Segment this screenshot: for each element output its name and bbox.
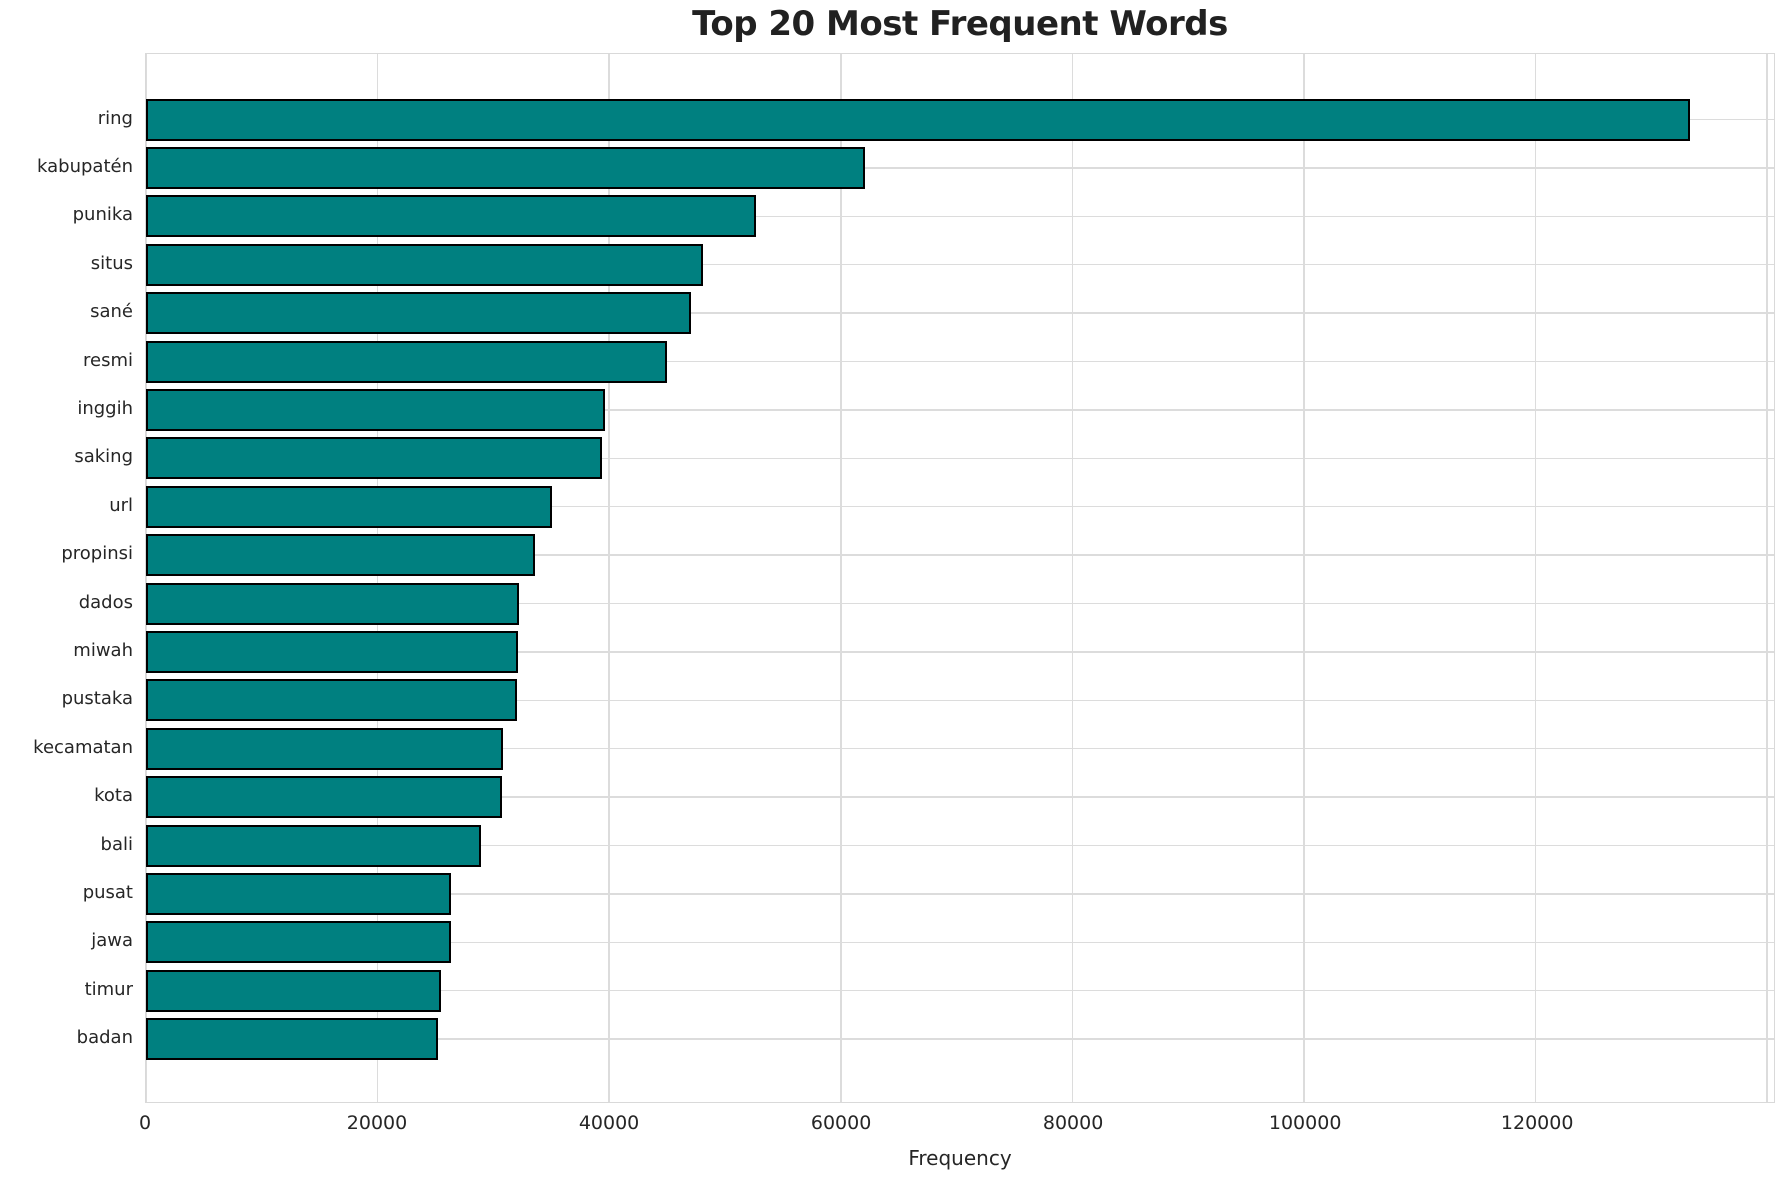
bar-dados — [146, 582, 520, 625]
y-gridline — [146, 215, 1774, 218]
y-tick-label: jawa — [91, 930, 133, 952]
y-tick-label: punika — [72, 204, 133, 226]
bar-resmi — [146, 340, 668, 383]
x-gridline — [1766, 54, 1768, 1102]
bar-badan — [146, 1018, 438, 1061]
x-gridline — [608, 54, 610, 1102]
x-axis-title: Frequency — [908, 1146, 1012, 1170]
y-tick-label: url — [109, 494, 133, 516]
bar-ring — [146, 98, 1690, 141]
bar-saking — [146, 437, 603, 480]
y-gridline — [146, 893, 1774, 895]
x-gridline — [840, 54, 842, 1102]
y-tick-label: sané — [90, 301, 133, 323]
y-tick-label: saking — [74, 446, 133, 468]
bar-sané — [146, 292, 692, 335]
x-tick-label: 60000 — [810, 1112, 872, 1134]
x-tick-label: 20000 — [346, 1112, 408, 1134]
x-tick-label: 80000 — [1042, 1112, 1104, 1134]
bar-timur — [146, 969, 441, 1012]
y-tick-label: inggih — [77, 397, 133, 419]
bar-inggih — [146, 388, 606, 431]
y-gridline — [146, 457, 1774, 460]
y-tick-label: pusat — [82, 881, 133, 903]
x-gridline — [376, 54, 379, 1102]
bar-miwah — [146, 630, 518, 673]
y-gridline — [146, 505, 1774, 508]
y-tick-label: timur — [84, 978, 133, 1000]
bar-propinsi — [146, 534, 535, 577]
y-tick-label: situs — [90, 252, 133, 274]
y-gridline — [146, 747, 1774, 750]
y-tick-label: bali — [100, 833, 133, 855]
y-gridline — [146, 844, 1774, 847]
chart-title: Top 20 Most Frequent Words — [692, 4, 1228, 44]
x-gridline — [1534, 54, 1537, 1102]
y-tick-label: kota — [94, 785, 133, 807]
y-gridline — [146, 651, 1774, 653]
x-gridline — [1303, 54, 1305, 1102]
y-tick-label: ring — [97, 107, 133, 129]
bar-pusat — [146, 872, 452, 915]
y-gridline — [146, 263, 1774, 266]
y-axis-labels: ring kabupatén punika situs sané resmi inggih s… — [0, 53, 133, 1103]
y-gridline — [146, 699, 1774, 702]
y-gridline — [146, 312, 1774, 314]
x-tick-label: 100000 — [1268, 1112, 1342, 1134]
bar-url — [146, 485, 553, 528]
y-gridline — [146, 989, 1774, 992]
plot-area — [145, 53, 1775, 1103]
y-gridline — [146, 602, 1774, 605]
y-tick-label: kabupatén — [37, 155, 133, 177]
y-gridline — [146, 167, 1774, 169]
y-gridline — [146, 1038, 1774, 1040]
y-gridline — [146, 796, 1774, 798]
bar-kota — [146, 776, 503, 819]
bar-situs — [146, 243, 703, 286]
bar-pustaka — [146, 679, 518, 722]
y-tick-label: resmi — [83, 349, 133, 371]
y-gridline — [146, 554, 1774, 556]
x-tick-label: 120000 — [1500, 1112, 1574, 1134]
y-tick-label: miwah — [73, 639, 133, 661]
x-tick-label: 0 — [138, 1112, 152, 1134]
y-gridline — [146, 360, 1774, 363]
x-tick-label: 40000 — [578, 1112, 640, 1134]
y-tick-label: badan — [76, 1027, 133, 1049]
y-tick-label: pustaka — [61, 688, 133, 710]
y-tick-label: kecamatan — [33, 736, 133, 758]
y-tick-label: dados — [78, 591, 133, 613]
bar-jawa — [146, 921, 451, 964]
y-tick-label: propinsi — [61, 543, 133, 565]
y-gridline — [146, 409, 1774, 411]
bar-bali — [146, 824, 481, 867]
x-axis-tick-labels: 0 20000 40000 60000 80000 100000 120000 — [139, 1112, 1775, 1138]
y-gridline — [146, 941, 1774, 944]
bar-punika — [146, 195, 757, 238]
x-gridline — [146, 54, 147, 1102]
bar-kabupatén — [146, 146, 866, 189]
bar-kecamatan — [146, 727, 503, 770]
x-gridline — [1071, 54, 1074, 1102]
